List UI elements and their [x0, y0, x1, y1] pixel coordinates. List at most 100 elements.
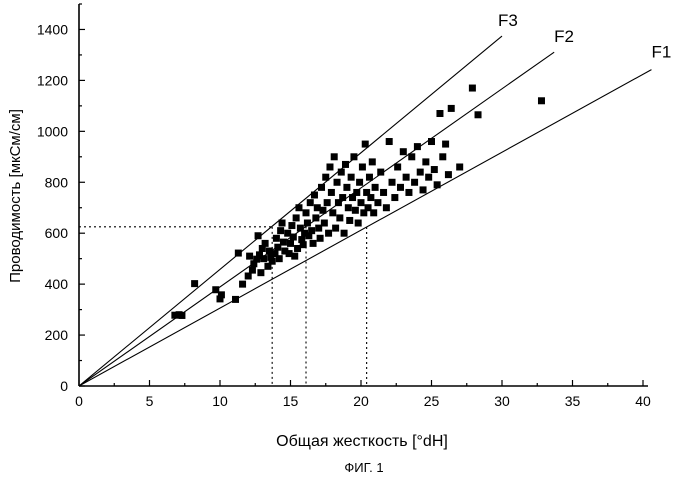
- data-point: [341, 230, 348, 237]
- data-point: [434, 181, 441, 188]
- data-point: [246, 253, 253, 260]
- data-point: [336, 214, 343, 221]
- data-point: [359, 163, 366, 170]
- figure-caption: ФИГ. 1: [344, 460, 383, 475]
- data-point: [343, 184, 350, 191]
- data-point: [352, 207, 359, 214]
- y-tick-label: 600: [45, 225, 69, 241]
- y-axis-label: Проводимость [мкСм/см]: [7, 109, 24, 283]
- data-point: [436, 110, 443, 117]
- data-point: [356, 179, 363, 186]
- data-point: [325, 230, 332, 237]
- data-point: [403, 174, 410, 181]
- y-tick-label: 1000: [37, 123, 68, 139]
- data-point: [366, 174, 373, 181]
- data-point: [332, 225, 339, 232]
- x-tick-label: 40: [635, 393, 651, 409]
- x-tick-label: 5: [146, 393, 154, 409]
- data-point: [318, 184, 325, 191]
- data-point: [288, 222, 295, 229]
- data-point: [400, 148, 407, 155]
- data-point: [277, 227, 284, 234]
- data-point: [358, 199, 365, 206]
- x-tick-label: 10: [212, 393, 228, 409]
- y-tick-label: 1200: [37, 72, 68, 88]
- data-point: [538, 97, 545, 104]
- data-point: [322, 174, 329, 181]
- data-point: [380, 189, 387, 196]
- data-point: [456, 163, 463, 170]
- data-point: [312, 214, 319, 221]
- data-point: [386, 138, 393, 145]
- data-point: [397, 184, 404, 191]
- line-label-f3: F3: [498, 11, 518, 30]
- data-point: [372, 184, 379, 191]
- data-point: [353, 189, 360, 196]
- axis-ticks: [79, 4, 643, 386]
- data-point: [417, 169, 424, 176]
- data-point: [260, 255, 267, 262]
- data-point: [262, 240, 269, 247]
- x-tick-label: 25: [424, 393, 440, 409]
- data-point: [374, 199, 381, 206]
- data-point: [389, 179, 396, 186]
- y-tick-label: 800: [45, 174, 69, 190]
- data-point: [346, 217, 353, 224]
- data-point: [317, 235, 324, 242]
- data-point: [291, 253, 298, 260]
- data-point: [475, 111, 482, 118]
- data-point: [331, 153, 338, 160]
- data-point: [431, 166, 438, 173]
- data-point: [308, 227, 315, 234]
- data-point: [377, 169, 384, 176]
- x-axis-label: Общая жесткость [°dH]: [276, 433, 448, 450]
- data-point: [287, 240, 294, 247]
- data-point: [300, 241, 307, 248]
- data-point: [362, 141, 369, 148]
- data-points: [171, 85, 545, 319]
- data-point: [191, 280, 198, 287]
- data-point: [321, 220, 328, 227]
- data-point: [338, 169, 345, 176]
- x-tick-label: 35: [565, 393, 581, 409]
- data-point: [439, 153, 446, 160]
- data-point: [235, 250, 242, 257]
- data-point: [239, 281, 246, 288]
- line-labels: F3 F2 F1: [498, 11, 671, 62]
- data-point: [391, 194, 398, 201]
- line-label-f1: F1: [651, 43, 671, 62]
- data-point: [445, 171, 452, 178]
- data-point: [303, 209, 310, 216]
- x-tick-label: 30: [494, 393, 510, 409]
- data-point: [383, 204, 390, 211]
- line-f3: [79, 36, 502, 386]
- data-point: [414, 143, 421, 150]
- data-point: [411, 179, 418, 186]
- data-point: [408, 153, 415, 160]
- data-point: [257, 269, 264, 276]
- data-point: [394, 163, 401, 170]
- data-point: [328, 189, 335, 196]
- data-point: [276, 255, 283, 262]
- data-point: [442, 141, 449, 148]
- data-point: [249, 267, 256, 274]
- data-point: [425, 174, 432, 181]
- data-point: [329, 209, 336, 216]
- data-point: [304, 220, 311, 227]
- data-point: [345, 204, 352, 211]
- y-tick-label: 0: [60, 378, 68, 394]
- data-point: [428, 138, 435, 145]
- data-point: [405, 189, 412, 196]
- data-point: [280, 239, 287, 246]
- data-point: [279, 220, 286, 227]
- data-point: [469, 85, 476, 92]
- data-point: [334, 179, 341, 186]
- data-point: [307, 199, 314, 206]
- y-tick-label: 200: [45, 327, 69, 343]
- y-tick-label: 1400: [37, 21, 68, 37]
- data-point: [269, 258, 276, 265]
- line-label-f2: F2: [554, 27, 574, 46]
- data-point: [370, 209, 377, 216]
- data-point: [350, 153, 357, 160]
- data-point: [290, 234, 297, 241]
